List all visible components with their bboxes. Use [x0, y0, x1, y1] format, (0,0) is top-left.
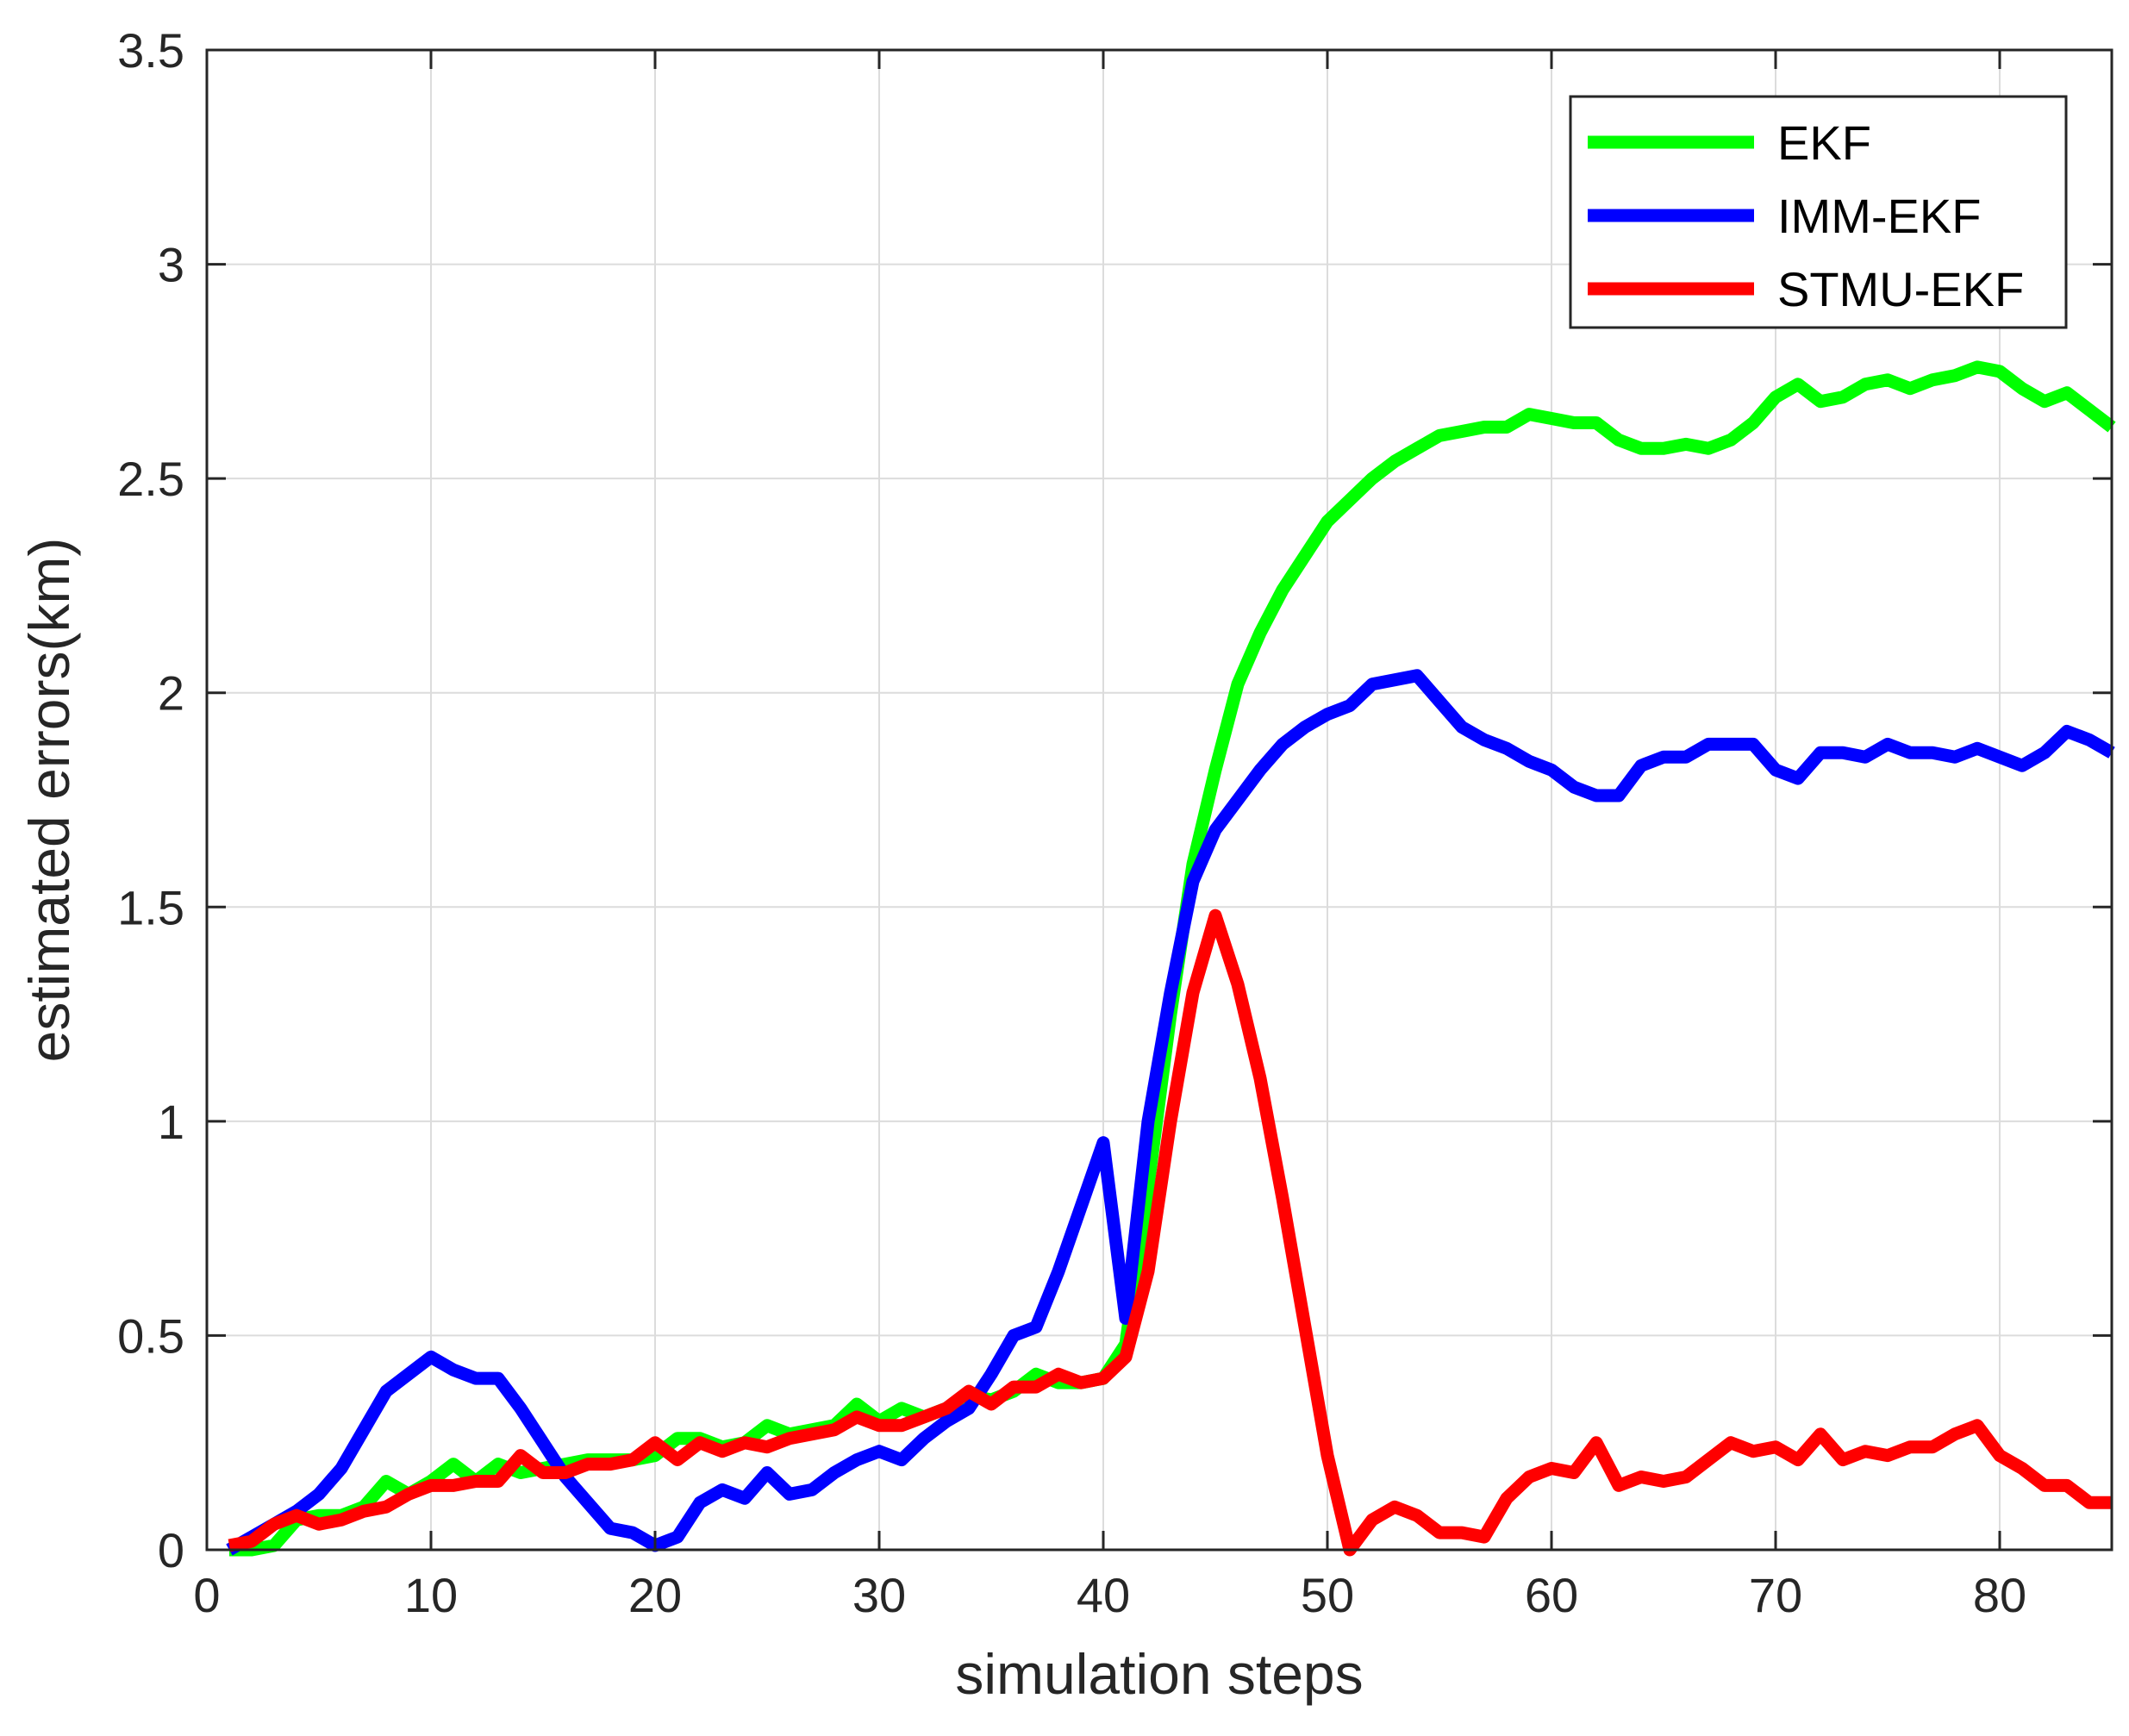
y-tick-label: 3	[158, 238, 184, 292]
y-tick-label: 0.5	[117, 1308, 184, 1363]
x-tick-label: 30	[852, 1568, 906, 1622]
y-tick-label: 2.5	[117, 452, 184, 506]
x-tick-label: 20	[628, 1568, 682, 1622]
y-tick-label: 3.5	[117, 23, 184, 78]
x-ticks: 0 10 20 30 40 50 60 70 80	[193, 50, 2026, 1622]
legend: EKF IMM-EKF STMU-EKF	[1569, 95, 2068, 329]
x-tick-label: 80	[1973, 1568, 2026, 1622]
legend-label-imm-ekf: IMM-EKF	[1777, 189, 1981, 243]
x-tick-label: 70	[1749, 1568, 1802, 1622]
y-tick-label: 0	[158, 1523, 184, 1577]
x-tick-label: 60	[1525, 1568, 1578, 1622]
x-tick-label: 40	[1077, 1568, 1130, 1622]
axes-frame	[205, 48, 2113, 1552]
y-ticks: 0 0.5 1 1.5 2 2.5 3 3.5	[117, 23, 2112, 1577]
legend-label-stmu-ekf: STMU-EKF	[1777, 262, 2024, 316]
series-layer	[226, 360, 2116, 1557]
legend-label-ekf: EKF	[1777, 116, 1871, 170]
y-tick-label: 1	[158, 1095, 184, 1149]
x-tick-label: 0	[193, 1568, 220, 1622]
x-tick-label: 10	[404, 1568, 458, 1622]
x-axis-label: simulation steps	[955, 1642, 1363, 1706]
y-tick-label: 2	[158, 666, 184, 721]
x-tick-label: 50	[1301, 1568, 1354, 1622]
series-line-imm-ekf	[226, 669, 2115, 1556]
y-axis-label: estimated errors(km)	[17, 538, 81, 1063]
y-tick-label: 1.5	[117, 880, 184, 934]
series-line-stmu-ekf	[228, 909, 2112, 1557]
